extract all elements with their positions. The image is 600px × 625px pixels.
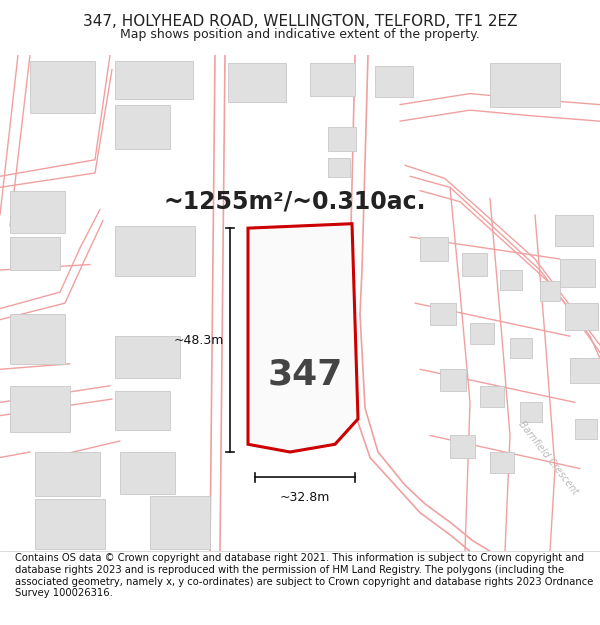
Bar xyxy=(500,270,522,290)
Bar xyxy=(565,303,598,329)
Bar xyxy=(228,62,286,102)
Bar xyxy=(520,402,542,422)
Bar xyxy=(10,237,60,270)
Bar xyxy=(440,369,466,391)
Bar xyxy=(462,254,487,276)
Bar xyxy=(115,336,180,378)
Bar xyxy=(575,419,597,439)
Bar xyxy=(10,191,65,232)
Bar xyxy=(30,61,95,114)
Bar xyxy=(560,259,595,287)
Bar xyxy=(115,61,193,99)
Bar xyxy=(120,452,175,494)
Bar xyxy=(115,104,170,149)
Bar xyxy=(328,158,350,177)
Bar xyxy=(490,452,514,473)
Text: ~48.3m: ~48.3m xyxy=(173,334,224,347)
Bar xyxy=(470,323,494,344)
Text: 347, HOLYHEAD ROAD, WELLINGTON, TELFORD, TF1 2EZ: 347, HOLYHEAD ROAD, WELLINGTON, TELFORD,… xyxy=(83,14,517,29)
Text: ~1255m²/~0.310ac.: ~1255m²/~0.310ac. xyxy=(164,189,426,214)
Bar xyxy=(420,237,448,261)
Bar xyxy=(35,499,105,549)
Text: Contains OS data © Crown copyright and database right 2021. This information is : Contains OS data © Crown copyright and d… xyxy=(15,554,593,598)
Bar xyxy=(480,386,504,407)
Text: ~32.8m: ~32.8m xyxy=(280,491,330,504)
Text: Map shows position and indicative extent of the property.: Map shows position and indicative extent… xyxy=(120,28,480,41)
Bar xyxy=(115,226,195,276)
Bar xyxy=(570,358,600,382)
Bar xyxy=(375,66,413,97)
Bar xyxy=(430,303,456,325)
Text: Barnfield Crescent: Barnfield Crescent xyxy=(516,419,580,496)
Bar xyxy=(10,386,70,432)
Bar xyxy=(150,496,210,549)
Bar xyxy=(35,452,100,496)
Bar xyxy=(310,62,355,96)
Bar xyxy=(328,127,356,151)
Bar xyxy=(115,391,170,430)
Bar xyxy=(490,62,560,107)
Polygon shape xyxy=(248,224,358,452)
Bar xyxy=(540,281,560,301)
Bar xyxy=(10,314,65,364)
Bar xyxy=(450,436,475,457)
Text: 347: 347 xyxy=(268,357,343,391)
Bar xyxy=(555,215,593,246)
Bar xyxy=(510,338,532,358)
